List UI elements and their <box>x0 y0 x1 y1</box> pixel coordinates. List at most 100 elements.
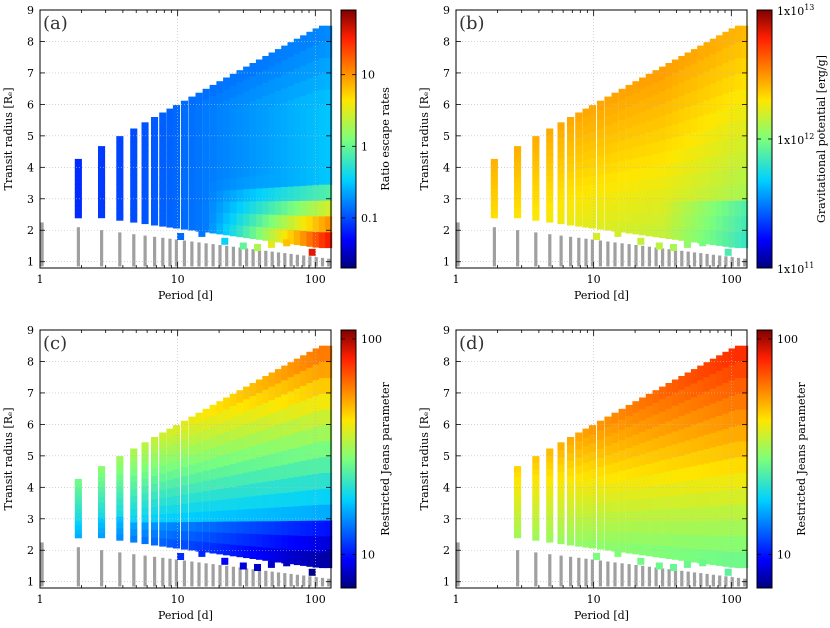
data-cell <box>195 432 203 443</box>
data-cell <box>166 479 174 489</box>
data-cell <box>490 158 498 164</box>
data-cell <box>728 442 736 459</box>
data-cell <box>532 516 540 523</box>
data-cell <box>532 148 540 155</box>
data-cell <box>716 35 724 51</box>
data-cell <box>716 385 724 401</box>
data-cell <box>249 163 257 177</box>
data-cell <box>166 538 174 548</box>
data-cell <box>618 119 626 131</box>
data-cell <box>268 372 276 387</box>
data-cell <box>734 152 742 169</box>
data-cell <box>645 85 653 98</box>
data-cell <box>268 426 276 441</box>
data-cell <box>588 530 596 540</box>
data-cell <box>690 145 698 160</box>
data-cell <box>582 176 590 186</box>
data-cell <box>300 95 308 111</box>
data-cell <box>202 119 210 131</box>
data-cell <box>575 177 583 187</box>
data-cell <box>567 194 575 203</box>
data-cell <box>172 486 180 496</box>
data-cell <box>312 90 320 108</box>
data-cell <box>618 459 626 471</box>
data-cell <box>159 537 167 547</box>
data-cell <box>287 477 295 493</box>
grey-point <box>641 245 645 267</box>
data-cell <box>716 460 724 476</box>
data-cell <box>166 210 174 220</box>
data-cell <box>130 522 138 530</box>
grey-point <box>673 250 678 267</box>
data-cell <box>639 88 647 101</box>
data-cell <box>306 459 314 475</box>
data-cell <box>312 122 320 139</box>
grey-point <box>153 556 157 587</box>
data-cell <box>98 146 106 152</box>
data-cell <box>659 447 667 461</box>
data-cell <box>223 498 231 511</box>
data-cell <box>596 475 604 486</box>
data-cell <box>262 481 270 495</box>
data-cell <box>306 443 314 460</box>
grey-point <box>231 246 235 267</box>
data-cell <box>318 120 326 138</box>
data-cell <box>678 174 686 189</box>
data-cell <box>98 481 106 488</box>
data-cell <box>306 62 314 79</box>
data-cell <box>514 187 522 193</box>
data-cell <box>262 494 270 509</box>
data-cell <box>625 95 633 107</box>
data-cell <box>287 448 295 464</box>
data-cell <box>116 480 124 487</box>
data-cell <box>318 168 326 185</box>
data-cell <box>703 99 711 115</box>
data-cell <box>262 95 270 110</box>
data-cell <box>151 498 159 507</box>
data-cell <box>690 76 698 91</box>
data-cell <box>532 492 540 499</box>
data-point <box>239 242 247 250</box>
data-cell <box>582 159 590 169</box>
data-cell <box>151 475 159 484</box>
data-cell <box>703 462 711 478</box>
data-cell <box>229 532 237 545</box>
data-cell <box>567 537 575 546</box>
data-cell <box>567 521 575 531</box>
data-cell <box>180 521 188 532</box>
data-cell <box>268 412 276 427</box>
data-cell <box>287 42 295 58</box>
data-cell <box>141 187 149 196</box>
data-cell <box>249 63 257 77</box>
data-cell <box>709 68 717 84</box>
data-cell <box>74 483 82 488</box>
data-cell <box>287 549 295 565</box>
data-cell <box>697 87 705 103</box>
data-cell <box>74 188 82 194</box>
data-cell <box>690 382 698 398</box>
data-cell <box>678 69 686 83</box>
data-cell <box>659 78 667 92</box>
data-cell <box>236 425 244 439</box>
data-cell <box>166 513 174 523</box>
data-cell <box>180 164 188 175</box>
data-cell <box>665 100 673 114</box>
data-cell <box>274 410 282 425</box>
data-cell <box>287 405 295 421</box>
grey-point <box>661 248 665 267</box>
data-cell <box>588 442 596 452</box>
colorbar-tick-exponent: 12 <box>804 132 814 141</box>
data-cell <box>325 152 333 169</box>
data-cell <box>209 169 217 181</box>
colorbar-tick-label: 1x1011 <box>777 261 814 276</box>
data-cell <box>665 545 673 559</box>
data-cell <box>293 229 301 246</box>
data-cell <box>293 53 301 69</box>
data-cell <box>262 376 270 390</box>
data-cell <box>188 464 196 475</box>
x-tick-label: 10 <box>171 273 185 286</box>
panel-a-marks <box>40 25 333 267</box>
data-cell <box>306 215 314 232</box>
data-cell <box>249 100 257 114</box>
